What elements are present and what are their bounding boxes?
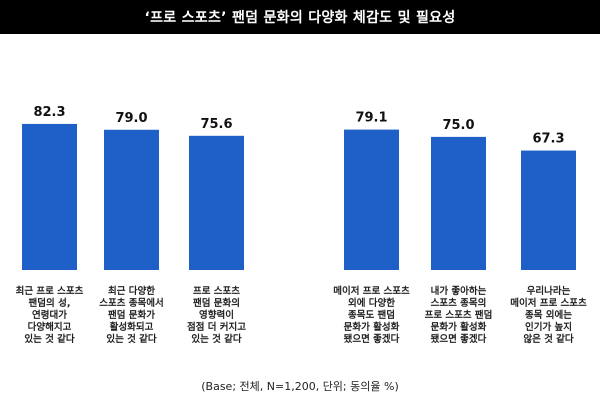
bar-6 [521,150,576,270]
category-label-line: 최근 프로 스포츠 [16,285,84,297]
bar-2 [104,129,159,270]
category-label-line: 영향력이 [199,309,234,321]
category-label-line: 됐으면 좋겠다 [431,333,487,345]
category-label-line: 스포츠 종목에서 [99,297,164,309]
category-label-line: 않은 것 같다 [523,333,574,345]
value-label-4: 79.1 [355,111,387,126]
category-label-line: 있는 것 같다 [106,333,157,345]
category-label-line: 문화가 활성화 [431,321,487,333]
bar-chart: 82.3최근 프로 스포츠 팬덤의 성, 연령대가 다양해지고 있는 것 같다79.0최… [16,105,587,345]
category-label-line: 활성화되고 [110,321,154,333]
category-label-line: 됐으면 좋겠다 [344,333,400,345]
value-label-6: 67.3 [532,132,564,147]
category-label-line: 최근 다양한 [108,285,155,297]
footnote: (Base; 전체, N=1,200, 단위; 동의율 %) [201,380,399,393]
category-label-line: 팬덤 문화가 [108,309,155,321]
category-label-line: 프로 스포츠 [193,285,240,297]
value-label-5: 75.0 [442,118,474,133]
category-label-line: 인기가 높지 [525,321,572,333]
category-label-line: 내가 좋아하는 [431,285,487,297]
category-label-line: 있는 것 같다 [24,333,75,345]
category-label-line: 점점 더 커지고 [187,321,246,333]
category-label-line: 종목 외에는 [525,309,572,321]
value-label-3: 75.6 [200,117,232,132]
title-bar: ‘프로 스포츠’ 팬덤 문화의 다양화 체감도 및 필요성 [0,0,600,34]
category-label-3: 프로 스포츠 팬덤 문화의 영향력이 점점 더 커지고 있는 것 같다 [187,285,246,345]
bar-5 [431,136,486,270]
category-label-4: 메이저 프로 스포츠 외에 다양한 종목도 팬덤 문화가 활성화 됐으면 좋겠다 [333,285,410,345]
category-label-line: 다양해지고 [28,321,72,333]
category-label-6: 우리나라는 메이저 프로 스포츠 종목 외에는 인기가 높지 않은 것 같다 [510,285,587,345]
bar-3 [189,135,244,270]
category-label-line: 프로 스포츠 팬덤 [425,309,493,321]
bar-4 [344,129,399,270]
value-label-1: 82.3 [33,105,65,120]
category-label-line: 팬덤의 성, [29,297,71,309]
category-label-line: 문화가 활성화 [344,321,400,333]
category-label-line: 스포츠 종목의 [431,297,487,309]
chart-title: ‘프로 스포츠’ 팬덤 문화의 다양화 체감도 및 필요성 [144,10,456,26]
category-label-line: 메이저 프로 스포츠 [510,297,587,309]
category-label-5: 내가 좋아하는 스포츠 종목의 프로 스포츠 팬덤 문화가 활성화 됐으면 좋겠다 [425,285,493,345]
value-label-2: 79.0 [115,111,147,126]
category-label-line: 팬덤 문화의 [193,297,240,309]
bar-1 [22,123,77,270]
category-label-2: 최근 다양한 스포츠 종목에서 팬덤 문화가 활성화되고 있는 것 같다 [99,285,164,345]
category-label-line: 연령대가 [32,309,67,321]
category-label-line: 우리나라는 [527,285,571,297]
category-label-line: 외에 다양한 [348,297,395,309]
category-label-line: 종목도 팬덤 [348,309,395,321]
category-label-line: 있는 것 같다 [191,333,242,345]
category-label-line: 메이저 프로 스포츠 [333,285,410,297]
category-label-1: 최근 프로 스포츠 팬덤의 성, 연령대가 다양해지고 있는 것 같다 [16,285,84,345]
